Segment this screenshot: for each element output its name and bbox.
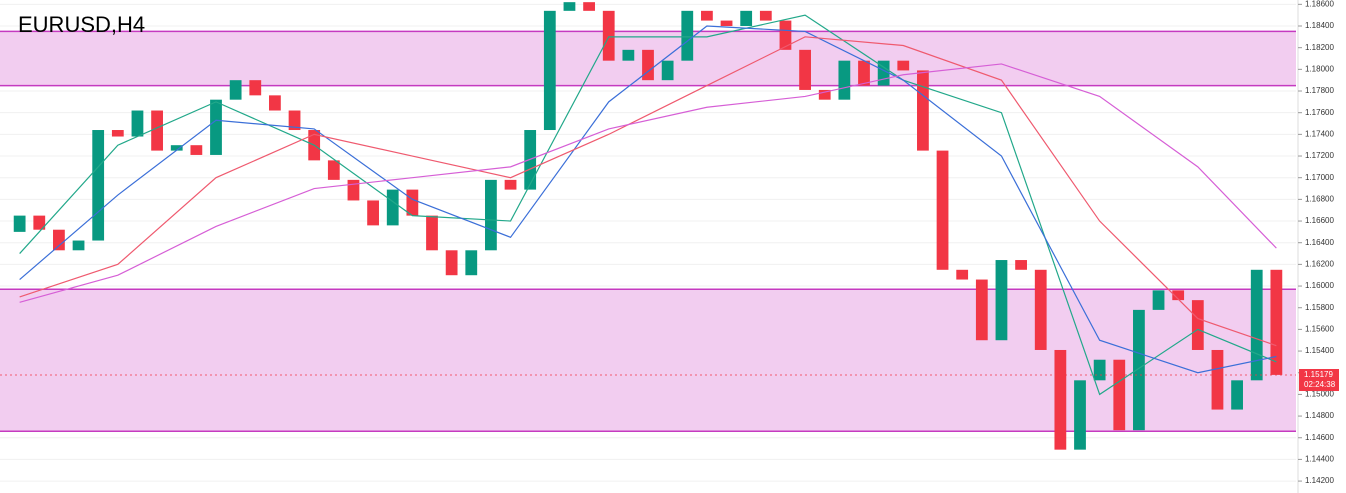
- y-tick-label: 1.17600: [1305, 108, 1334, 117]
- y-tick-label: 1.18200: [1305, 43, 1334, 52]
- y-tick-label: 1.17400: [1305, 129, 1334, 138]
- candle-body: [759, 10, 772, 21]
- candle-body: [13, 215, 26, 232]
- candle-body: [779, 20, 792, 50]
- candle-body: [563, 2, 576, 11]
- y-tick-label: 1.17800: [1305, 86, 1334, 95]
- candle-body: [1113, 359, 1126, 431]
- moving-averages: [19, 14, 1277, 396]
- y-tick-label: 1.14800: [1305, 411, 1334, 420]
- candle-body: [131, 110, 144, 137]
- ma-line: [19, 63, 1277, 303]
- candle-body: [740, 10, 753, 27]
- candle-body: [210, 99, 222, 155]
- candle-body: [661, 60, 674, 81]
- candle-body: [249, 80, 262, 96]
- candle-body: [936, 150, 949, 270]
- candle-body: [701, 10, 713, 21]
- candle-body: [53, 229, 65, 251]
- y-tick-label: 1.14600: [1305, 433, 1334, 442]
- candle-body: [151, 110, 163, 151]
- y-tick-label: 1.17200: [1305, 151, 1334, 160]
- candle-body: [720, 20, 733, 27]
- y-tick-label: 1.15800: [1305, 303, 1334, 312]
- zones: [0, 30, 1296, 432]
- candle-body: [33, 215, 46, 230]
- candle-body: [92, 130, 105, 241]
- candle-body: [995, 260, 1008, 341]
- candle-body: [288, 110, 301, 131]
- y-tick-label: 1.18600: [1305, 0, 1334, 8]
- ma-line: [19, 36, 1277, 347]
- candle-body: [838, 60, 851, 100]
- last-price-label: 1.15179: [1304, 370, 1333, 379]
- ma-line: [19, 25, 1277, 374]
- candle-body: [799, 49, 811, 90]
- candle-body: [917, 70, 929, 151]
- candle-body: [1211, 349, 1224, 410]
- candle-body: [1015, 260, 1027, 270]
- y-tick-label: 1.14400: [1305, 455, 1334, 464]
- candle-body: [1191, 300, 1204, 350]
- candle-body: [818, 89, 831, 100]
- y-tick-label: 1.18400: [1305, 21, 1334, 30]
- candle-body: [642, 49, 654, 81]
- candle-body: [897, 60, 910, 71]
- y-tick-label: 1.15600: [1305, 324, 1334, 333]
- candle-body: [1074, 380, 1086, 450]
- candle-body: [426, 215, 438, 251]
- candle-body: [877, 60, 890, 86]
- y-tick-label: 1.17000: [1305, 173, 1334, 182]
- candle-body: [681, 10, 694, 61]
- candle-body: [170, 145, 183, 151]
- candle-body: [347, 179, 360, 201]
- candle-body: [465, 250, 478, 276]
- candle-body: [269, 95, 281, 111]
- candle-body: [1034, 269, 1047, 350]
- candle-body: [602, 10, 615, 61]
- candle-body: [386, 189, 399, 226]
- y-tick-label: 1.15400: [1305, 346, 1334, 355]
- candle-body: [543, 10, 556, 131]
- candle-body: [367, 200, 379, 226]
- y-tick-label: 1.16400: [1305, 238, 1334, 247]
- chart-title: EURUSD,H4: [18, 12, 145, 37]
- candle-body: [406, 189, 419, 216]
- countdown-label: 02:24:38: [1304, 380, 1336, 389]
- ma-line: [19, 14, 1277, 396]
- candle-body: [327, 160, 340, 180]
- candle-body: [445, 250, 458, 276]
- candle-body: [1054, 349, 1067, 450]
- candle-body: [956, 269, 969, 280]
- y-tick-label: 1.16200: [1305, 259, 1334, 268]
- candle-body: [975, 279, 988, 341]
- candle-body: [229, 80, 242, 100]
- candle-body: [1133, 309, 1145, 431]
- y-tick-label: 1.18000: [1305, 64, 1334, 73]
- candle-body: [583, 2, 595, 11]
- y-tick-label: 1.16600: [1305, 216, 1334, 225]
- candle-body: [72, 240, 85, 251]
- price-tag: [1299, 369, 1339, 392]
- candle-body: [1172, 290, 1185, 301]
- candle-body: [485, 179, 497, 251]
- candle-body: [858, 60, 870, 86]
- candle-body: [1152, 290, 1165, 310]
- y-tick-label: 1.15000: [1305, 390, 1334, 399]
- y-tick-label: 1.14200: [1305, 476, 1334, 485]
- candle-body: [1231, 380, 1243, 410]
- candle-body: [111, 130, 124, 137]
- candle-body: [504, 179, 517, 190]
- candle-body: [190, 145, 203, 155]
- y-tick-label: 1.16800: [1305, 194, 1334, 203]
- candle-body: [1250, 269, 1263, 381]
- candle-body: [622, 49, 635, 61]
- candle-body: [1093, 359, 1106, 381]
- candle-body: [1270, 269, 1283, 375]
- y-tick-label: 1.16000: [1305, 281, 1334, 290]
